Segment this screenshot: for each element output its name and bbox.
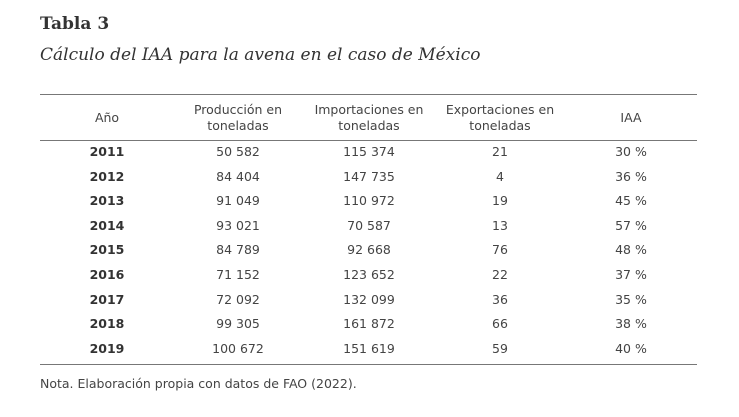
header-line: Exportaciones en — [445, 102, 555, 117]
column-header: Año — [42, 98, 172, 138]
data-cell: 21 — [492, 144, 508, 159]
data-cell: 38 % — [615, 316, 647, 332]
data-cell: 115 374 — [343, 144, 395, 159]
data-cell: 91 049 — [216, 193, 260, 209]
year-cell: 2012 — [89, 168, 125, 184]
year-cell: 2019 — [89, 340, 125, 356]
data-cell: 45 % — [615, 193, 647, 209]
header-line: Importaciones en — [314, 102, 424, 117]
header-line: Producción en — [193, 102, 283, 117]
data-cell: 132 099 — [343, 291, 395, 307]
column-header: Producción en toneladas — [173, 98, 303, 138]
header-line: toneladas — [207, 118, 269, 133]
header-rule — [40, 140, 697, 141]
data-cell: 70 587 — [347, 217, 391, 233]
data-cell: 36 % — [615, 168, 647, 184]
table-subtitle: Cálculo del IAA para la avena en el caso… — [40, 45, 481, 65]
data-cell: 151 619 — [343, 340, 395, 356]
header-line: Año — [94, 110, 120, 125]
data-cell: 4 — [496, 168, 504, 184]
data-cell: 13 — [492, 217, 508, 233]
data-cell: 66 — [492, 316, 508, 332]
data-cell: 19 — [492, 193, 508, 209]
data-cell: 92 668 — [347, 242, 391, 258]
data-cell: 84 404 — [216, 168, 260, 184]
data-cell: 30 % — [615, 144, 647, 159]
table-note: Nota. Elaboración propia con datos de FA… — [40, 376, 357, 391]
data-cell: 76 — [492, 242, 508, 258]
data-cell: 72 092 — [216, 291, 260, 307]
column-header: Exportaciones en toneladas — [435, 98, 565, 138]
data-cell: 57 % — [615, 217, 647, 233]
data-cell: 48 % — [615, 242, 647, 258]
header-line: toneladas — [338, 118, 400, 133]
column-header: Importaciones en toneladas — [304, 98, 434, 138]
data-cell: 93 021 — [216, 217, 260, 233]
year-cell: 2018 — [89, 316, 125, 332]
year-cell: 2017 — [89, 291, 125, 307]
data-cell: 35 % — [615, 291, 647, 307]
top-rule — [40, 94, 697, 95]
data-cell: 100 672 — [212, 340, 264, 356]
table-title: Tabla 3 — [40, 14, 110, 34]
data-cell: 37 % — [615, 267, 647, 282]
data-cell: 84 789 — [216, 242, 260, 258]
data-cell: 22 — [492, 267, 508, 282]
data-cell: 110 972 — [343, 193, 395, 209]
data-cell: 161 872 — [343, 316, 395, 332]
header-line: toneladas — [469, 118, 531, 133]
year-cell: 2011 — [89, 144, 125, 159]
year-cell: 2015 — [89, 242, 125, 258]
data-cell: 50 582 — [216, 144, 260, 159]
year-cell: 2014 — [89, 217, 125, 233]
bottom-rule — [40, 364, 697, 365]
column-header: IAA — [566, 98, 696, 138]
data-cell: 123 652 — [343, 267, 395, 282]
header-line: IAA — [620, 110, 642, 125]
year-cell: 2013 — [89, 193, 125, 209]
data-cell: 59 — [492, 340, 508, 356]
data-cell: 36 — [492, 291, 508, 307]
data-cell: 147 735 — [343, 168, 395, 184]
data-cell: 40 % — [615, 340, 647, 356]
year-cell: 2016 — [89, 267, 125, 282]
data-cell: 99 305 — [216, 316, 260, 332]
data-cell: 71 152 — [216, 267, 260, 282]
